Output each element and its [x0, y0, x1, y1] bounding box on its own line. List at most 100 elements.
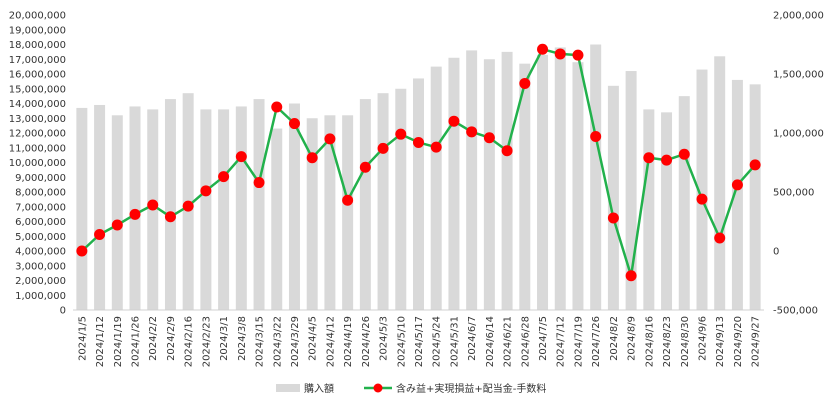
left-tick-label: 12,000,000 — [9, 129, 66, 140]
bar — [678, 96, 690, 310]
x-tick-label: 2024/8/9 — [627, 316, 638, 361]
x-tick-label: 2024/7/19 — [573, 316, 584, 367]
x-tick-label: 2024/4/26 — [361, 316, 372, 367]
line-point — [554, 48, 566, 60]
left-tick-label: 6,000,000 — [15, 217, 66, 228]
x-tick-label: 2024/3/1 — [219, 316, 230, 361]
x-tick-label: 2024/8/23 — [662, 316, 673, 367]
x-tick-label: 2024/4/12 — [325, 316, 336, 367]
line-point — [537, 43, 549, 55]
left-tick-label: 19,000,000 — [9, 25, 66, 36]
left-tick-label: 4,000,000 — [15, 247, 66, 258]
bar — [253, 99, 265, 310]
x-tick-label: 2024/8/2 — [609, 316, 620, 361]
bar — [218, 109, 230, 311]
line-point — [235, 151, 247, 163]
x-tick-label: 2024/2/2 — [148, 316, 159, 361]
x-tick-label: 2024/6/28 — [520, 316, 531, 367]
bar — [607, 85, 619, 310]
left-tick-label: 2,000,000 — [15, 276, 66, 287]
x-tick-label: 2024/9/13 — [715, 316, 726, 367]
bar — [714, 56, 726, 310]
line-point — [643, 152, 655, 164]
left-tick-label: 3,000,000 — [15, 261, 66, 272]
line-point — [749, 159, 761, 171]
x-tick-label: 2024/2/9 — [166, 316, 177, 361]
line-point — [377, 142, 389, 154]
x-tick-label: 2024/3/15 — [255, 316, 266, 367]
bar — [235, 106, 247, 310]
line-point — [731, 179, 743, 191]
left-tick-label: 8,000,000 — [15, 188, 66, 199]
line-point — [200, 185, 212, 197]
bar — [749, 84, 761, 310]
x-tick-label: 2024/1/12 — [95, 316, 106, 367]
legend-marker-swatch — [373, 383, 383, 393]
bar — [661, 112, 673, 310]
left-tick-label: 7,000,000 — [15, 202, 66, 213]
line-point — [714, 232, 726, 244]
right-axis: -500,000 0 500,000 1,000,000 1,500,000 2,000,… — [773, 11, 824, 317]
bar — [324, 115, 336, 310]
x-tick-label: 2024/6/7 — [467, 316, 478, 361]
bar — [377, 93, 389, 310]
left-tick-label: 15,000,000 — [9, 84, 66, 95]
line-point — [164, 211, 176, 223]
line-point — [94, 228, 106, 240]
left-tick-label: 14,000,000 — [9, 99, 66, 110]
left-tick-label: 13,000,000 — [9, 114, 66, 125]
line-point — [430, 141, 442, 153]
bar — [413, 78, 424, 310]
x-tick-label: 2024/8/30 — [680, 316, 691, 367]
left-tick-label: 11,000,000 — [9, 143, 66, 154]
x-tick-label: 2024/8/16 — [644, 316, 655, 367]
left-tick-label: 18,000,000 — [9, 40, 66, 51]
x-tick-label: 2024/4/5 — [308, 316, 319, 361]
line-point — [218, 171, 230, 183]
x-axis: 2024/1/5 2024/1/12 2024/1/19 2024/1/26 2024/… — [73, 309, 764, 367]
bar — [572, 62, 584, 311]
bar — [430, 66, 442, 310]
bar — [501, 51, 513, 310]
left-axis: 0 1,000,000 2,000,000 3,000,000 4,000,000 5,0… — [9, 11, 66, 317]
bar — [129, 106, 141, 310]
line-point — [395, 128, 407, 140]
x-tick-label: 2024/7/12 — [556, 316, 567, 367]
bar — [483, 59, 495, 310]
bar — [519, 63, 531, 310]
legend-bar-label: 購入額 — [304, 382, 334, 395]
bar — [164, 99, 176, 310]
line-point — [253, 177, 265, 189]
line-point — [306, 152, 318, 164]
x-tick-label: 2024/5/17 — [414, 316, 425, 367]
bar — [94, 104, 106, 310]
line-point — [696, 193, 708, 205]
bar — [537, 54, 549, 311]
bar — [200, 109, 212, 311]
bar — [448, 57, 460, 311]
left-tick-label: 17,000,000 — [9, 55, 66, 66]
x-tick-label: 2024/5/3 — [379, 316, 390, 361]
left-tick-label: 0 — [60, 306, 66, 317]
line-point — [324, 133, 336, 145]
bar — [625, 71, 637, 310]
x-tick-label: 2024/4/19 — [343, 316, 354, 367]
line-point — [590, 131, 602, 143]
bar — [643, 109, 655, 311]
left-tick-label: 5,000,000 — [15, 232, 66, 243]
line-point — [466, 126, 478, 138]
right-tick-label: 0 — [773, 247, 779, 258]
line-point — [288, 118, 300, 130]
x-tick-label: 2024/2/23 — [201, 316, 212, 367]
line-point — [413, 136, 424, 148]
line-point — [448, 115, 460, 127]
x-tick-label: 2024/6/21 — [503, 316, 514, 367]
purchase-bars — [76, 44, 761, 311]
x-tick-label: 2024/5/10 — [396, 316, 407, 367]
bar — [696, 69, 708, 310]
x-tick-label: 2024/6/14 — [485, 316, 496, 367]
line-point — [76, 245, 88, 257]
bar — [731, 79, 743, 311]
x-tick-label: 2024/3/22 — [272, 316, 283, 367]
line-point — [678, 148, 690, 160]
